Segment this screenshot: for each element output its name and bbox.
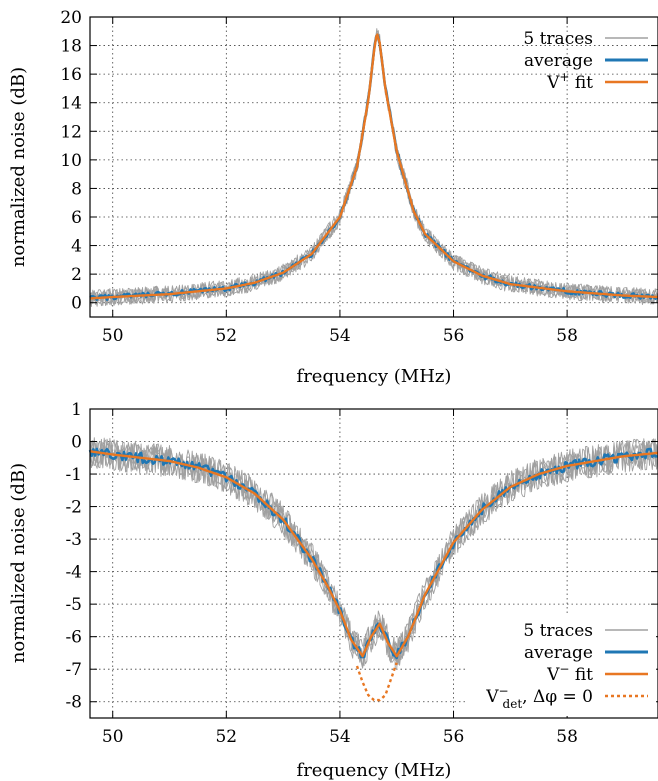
top-legend-label-fit: V+ fit: [546, 70, 593, 93]
top-legend-label-traces: 5 traces: [523, 29, 593, 49]
x-tick-label: 52: [215, 727, 237, 747]
bottom-series: [88, 437, 658, 702]
x-tick-label: 50: [102, 326, 124, 346]
top-fit-superscript: +: [559, 70, 569, 84]
y-tick-label: -4: [65, 563, 82, 583]
top-tick-marks: [90, 16, 658, 317]
bottom-x-axis-label: frequency (MHz): [297, 760, 452, 781]
det-subscript: det: [503, 697, 523, 711]
y-tick-label: 6: [71, 208, 82, 228]
trace-line: [89, 30, 658, 307]
y-tick-label: -5: [65, 595, 82, 615]
bottom-legend-label-det: V− det, Δφ = 0: [485, 684, 593, 711]
bottom-y-axis-label: normalized noise (dB): [8, 463, 29, 663]
top-x-axis-label: frequency (MHz): [297, 366, 452, 387]
top-x-tick-labels: 50 52 54 56 58: [102, 326, 578, 346]
y-tick-label: 1: [71, 400, 82, 420]
fit-line: [89, 450, 658, 658]
bottom-tick-marks: [90, 408, 658, 718]
x-tick-label: 54: [329, 326, 351, 346]
y-tick-label: -2: [65, 498, 82, 518]
x-tick-label: 58: [556, 727, 578, 747]
bottom-y-tick-labels: 1 0 -1 -2 -3 -4 -5 -6 -7 -8: [65, 400, 82, 713]
y-tick-label: 2: [71, 265, 82, 285]
x-tick-label: 56: [443, 727, 465, 747]
y-tick-label: 20: [60, 8, 82, 28]
det-superscript: −: [498, 684, 508, 698]
bottom-legend-label-traces: 5 traces: [523, 621, 593, 641]
y-tick-label: 14: [60, 94, 82, 114]
trace-line: [89, 438, 658, 666]
y-tick-label: 0: [71, 433, 82, 453]
bottom-fit-suffix: fit: [569, 665, 593, 685]
bottom-chart: 1 0 -1 -2 -3 -4 -5 -6 -7 -8 50 52 54 56 58 frequency …: [8, 400, 658, 781]
x-tick-label: 50: [102, 727, 124, 747]
fit-line: [89, 33, 658, 300]
x-tick-label: 52: [215, 326, 237, 346]
y-tick-label: 18: [60, 37, 82, 57]
bottom-legend-label-average: average: [524, 643, 593, 663]
bottom-x-tick-labels: 50 52 54 56 58: [102, 727, 578, 747]
bottom-fit-symbol: V: [546, 665, 560, 685]
y-tick-label: -6: [65, 628, 82, 648]
top-y-axis-label: normalized noise (dB): [8, 67, 29, 267]
y-tick-label: -3: [65, 530, 82, 550]
top-fit-suffix: fit: [569, 73, 593, 93]
y-tick-label: 12: [60, 122, 82, 142]
y-tick-label: -8: [65, 693, 82, 713]
y-tick-label: -7: [65, 660, 82, 680]
detuned-fit-line: [355, 662, 398, 702]
y-tick-label: 8: [71, 179, 82, 199]
det-suffix: , Δφ = 0: [522, 687, 593, 707]
bottom-fit-superscript: −: [559, 662, 569, 676]
top-legend: 5 traces average V+ fit: [523, 29, 648, 93]
bottom-plot-frame: [89, 408, 658, 719]
bottom-legend-background: [468, 614, 656, 716]
top-chart: 0 2 4 6 8 10 12 14 16 18 20 50 52 54 56 58 frequency (…: [8, 8, 658, 387]
bottom-legend-label-fit: V− fit: [546, 662, 593, 685]
top-fit-symbol: V: [546, 73, 560, 93]
x-tick-label: 54: [329, 727, 351, 747]
y-tick-label: 0: [71, 294, 82, 314]
y-tick-label: -1: [65, 465, 82, 485]
top-plot-frame: [89, 16, 658, 318]
top-series: [89, 28, 658, 308]
x-tick-label: 56: [443, 326, 465, 346]
y-tick-label: 4: [71, 237, 82, 257]
top-y-tick-labels: 0 2 4 6 8 10 12 14 16 18 20: [60, 8, 82, 314]
top-legend-label-average: average: [524, 51, 593, 71]
trace-line: [89, 438, 658, 669]
y-tick-label: 10: [60, 151, 82, 171]
x-tick-label: 58: [556, 326, 578, 346]
det-symbol: V: [485, 687, 499, 707]
y-tick-label: 16: [60, 65, 82, 85]
bottom-legend: 5 traces average V− fit V− det, Δφ = 0: [468, 614, 656, 716]
